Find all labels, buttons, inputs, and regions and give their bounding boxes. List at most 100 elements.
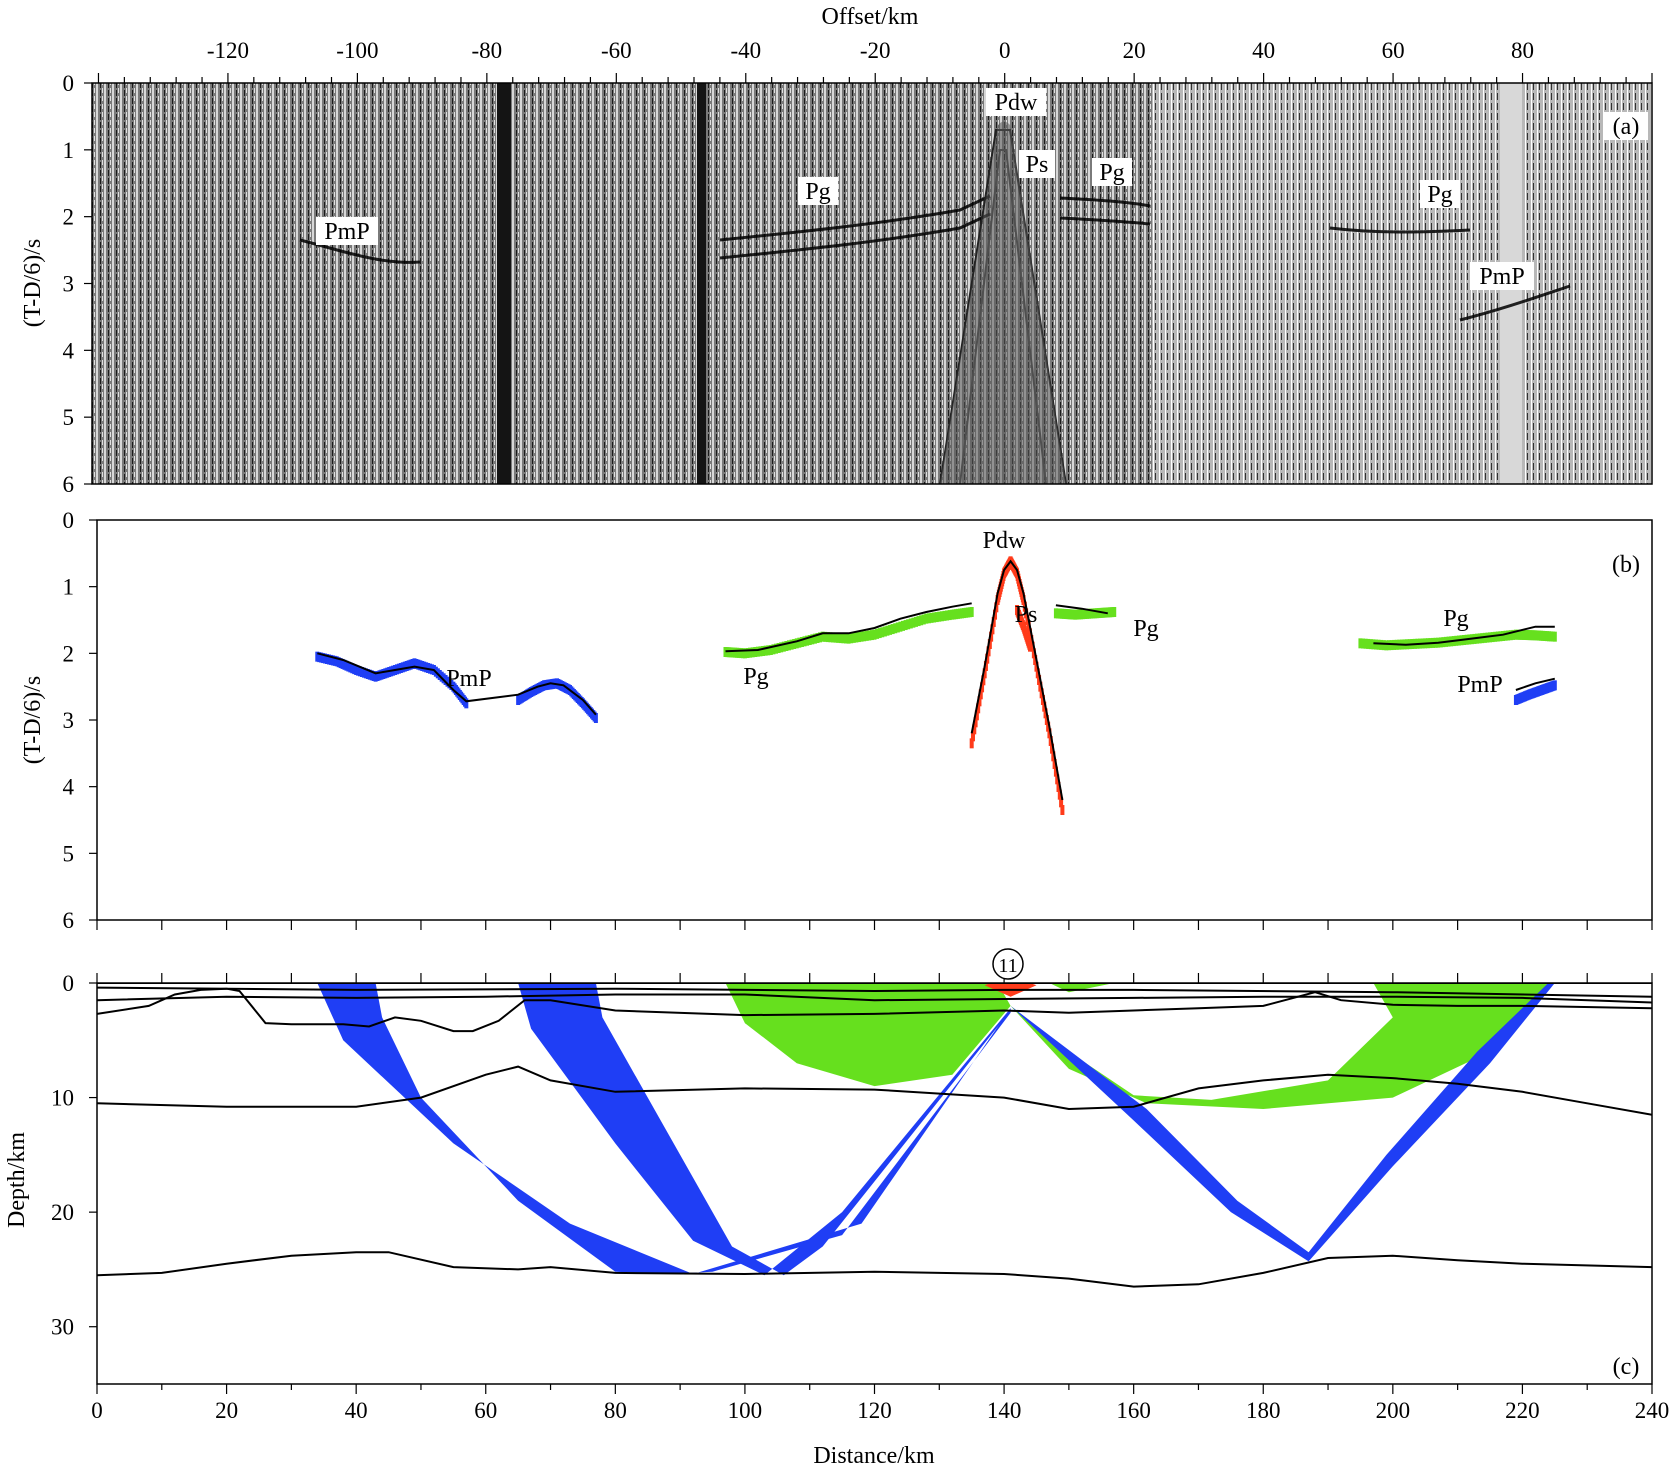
- observed-pick-pg: [786, 640, 791, 651]
- ray-fan-pg: [1017, 983, 1115, 993]
- phase-label-pmp: PmP: [1457, 672, 1502, 698]
- observed-pick-pdw: [1048, 736, 1053, 746]
- observed-pick-pg: [895, 622, 900, 633]
- observed-pick-pg: [781, 641, 786, 652]
- observed-pick-pdw: [978, 689, 983, 700]
- observed-pick-pg: [802, 636, 807, 647]
- observed-pick-pg: [776, 643, 781, 653]
- observed-pick-pdw: [1021, 595, 1026, 605]
- observed-pick-pdw: [1053, 766, 1058, 777]
- phase-label-pmp: PmP: [446, 666, 491, 692]
- observed-pick-pdw: [990, 624, 995, 635]
- observed-pick-pmp: [464, 698, 469, 709]
- observed-pick-pg: [867, 630, 872, 641]
- panel-b-label: (b): [1612, 552, 1640, 578]
- observed-pick-pg: [913, 616, 918, 627]
- panel-b-y-tick-label: 6: [63, 908, 75, 933]
- observed-pick-pdw: [1060, 805, 1065, 815]
- observed-pick-pg: [929, 612, 934, 623]
- observed-pick-pg: [742, 648, 747, 659]
- observed-pick-pg: [969, 607, 974, 617]
- observed-pick-pg: [882, 626, 887, 637]
- station-circle-icon: [992, 948, 1024, 980]
- panel-c-x-tick-label: 0: [91, 1398, 103, 1423]
- panel-c-x-tick-label: 180: [1246, 1398, 1281, 1423]
- observed-pick-pg: [1371, 639, 1376, 650]
- panel-b-y-tick-label: 3: [63, 708, 75, 733]
- observed-pick-pdw: [977, 696, 982, 707]
- observed-pick-pg: [1361, 638, 1366, 649]
- observed-pick-pdw: [980, 682, 985, 693]
- calculated-curve-pmp: [1515, 677, 1556, 691]
- panel-c-x-tick-label: 40: [345, 1398, 368, 1423]
- panel-c-x-tick-label: 160: [1116, 1398, 1151, 1423]
- panel-a-phase-labels: Pdw Ps Pg Pg Pg PmP PmP (a): [316, 88, 1648, 290]
- observed-pick-pg: [1493, 631, 1498, 642]
- panel-c-y-tick-label: 10: [51, 1086, 74, 1111]
- observed-pick-pg: [1488, 632, 1493, 643]
- observed-pick-pdw: [982, 668, 987, 679]
- observed-pick-pg: [908, 618, 913, 629]
- observed-pick-pdw: [1043, 708, 1048, 719]
- panel-b-traveltime-fit: 0 1 2 3 4 5 6 (T-D/6)/s Pdw Ps Pg Pg Pg PmP Pm…: [20, 508, 1653, 983]
- panel-a-x-tick-label: -100: [336, 38, 378, 63]
- panel-c-x-tick-label: 80: [604, 1398, 627, 1423]
- phase-label-pg: Pg: [1099, 160, 1124, 186]
- calculated-curve-pmp: [317, 652, 597, 716]
- panel-c-x-axis: 0 20 40 60 80 100 120 140 160 180 200 220 240: [91, 1384, 1669, 1423]
- phase-label-pg: Pg: [1427, 182, 1452, 208]
- observed-pick-pdw: [986, 646, 991, 657]
- observed-pick-pg: [761, 646, 766, 656]
- observed-pick-pg: [877, 628, 882, 639]
- observed-pick-pdw: [1042, 701, 1047, 712]
- observed-pick-pg: [836, 632, 841, 643]
- observed-pick-pg: [885, 625, 890, 636]
- observed-pick-pg: [924, 613, 929, 624]
- observed-pick-pg: [932, 612, 937, 623]
- observed-pick-pg: [947, 610, 952, 621]
- observed-pick-pg: [1366, 638, 1371, 649]
- panel-b-y-tick-label: 5: [63, 841, 75, 866]
- observed-pick-pg: [934, 612, 939, 623]
- observed-pick-pg: [1384, 640, 1389, 651]
- phase-label-pg: Pg: [743, 664, 768, 690]
- ray-fan-pg: [1010, 983, 1555, 1109]
- calculated-curve-pg: [1373, 625, 1555, 646]
- panel-b-y-tick-label: 0: [63, 508, 75, 533]
- observed-pick-pg: [846, 633, 851, 644]
- panel-b-phase-labels: Pdw Ps Pg Pg Pg PmP PmP (b): [446, 528, 1640, 698]
- observed-pick-pg: [911, 617, 916, 628]
- panel-b-y-axis-title: (T-D/6)/s: [20, 676, 46, 764]
- observed-pick-pdw: [1044, 715, 1049, 725]
- panel-b-y-tick-label: 2: [63, 641, 75, 666]
- phase-label-ps: Ps: [1015, 602, 1038, 628]
- phase-label-pg: Pg: [1443, 606, 1468, 632]
- observed-pick-pdw: [972, 724, 977, 735]
- panel-c-x-tick-label: 20: [215, 1398, 238, 1423]
- observed-pick-pg: [1381, 640, 1386, 651]
- panel-c-label: (c): [1613, 1354, 1640, 1380]
- panel-a-record-section: -120 -100 -80 -60 -40 -20 0 20 40 60 80 0 1 2 3 4 5 6 Of…: [20, 4, 1653, 497]
- observed-pick-pg: [1373, 639, 1378, 650]
- observed-pick-pdw: [989, 631, 994, 642]
- panel-a-x-tick-label: 60: [1382, 38, 1405, 63]
- observed-pick-pg: [838, 633, 843, 644]
- panel-c-x-tick-label: 100: [728, 1398, 763, 1423]
- observed-pick-pdw: [976, 703, 981, 714]
- observed-pick-pg: [797, 637, 802, 648]
- panel-a-label: (a): [1613, 114, 1640, 140]
- observed-pick-pdw: [983, 661, 988, 671]
- observed-pick-pdw: [1052, 759, 1057, 769]
- model-interface-line: [97, 986, 1652, 998]
- observed-pick-pg: [843, 633, 848, 644]
- model-interface-line: [97, 1251, 1652, 1288]
- observed-pick-pg: [815, 633, 820, 643]
- observed-pick-pg: [1358, 638, 1363, 649]
- observed-pick-pdw: [1055, 774, 1060, 785]
- observed-pick-pg: [862, 631, 867, 642]
- panel-c-x-axis-title: Distance/km: [813, 1443, 935, 1469]
- observed-pick-pg: [1386, 640, 1391, 651]
- phase-label-pdw: Pdw: [983, 528, 1026, 554]
- observed-pick-pdw: [1034, 661, 1039, 672]
